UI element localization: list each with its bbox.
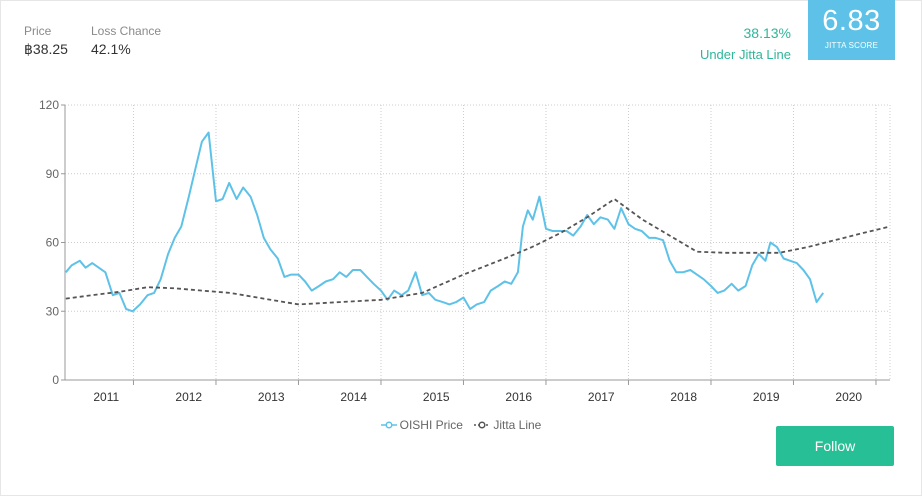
x-tick-label: 2018 [670,390,697,404]
chart-tick-labels: 0 30 60 90 120 2011 2012 2013 2014 2015 2016 2017 20… [39,98,862,404]
x-tick-label: 2011 [93,390,119,404]
y-tick-label: 60 [46,236,60,250]
jitta-series-line [65,197,891,306]
chart-series [65,131,891,313]
price-stat: Price ฿38.25 [24,24,68,58]
y-tick-label: 90 [46,167,60,181]
dashed-line-marker-icon [474,421,491,429]
jitta-line-deviation: 38.13% Under Jitta Line [700,25,791,62]
loss-chance-label: Loss Chance [91,24,162,38]
x-tick-label: 2017 [588,390,615,404]
y-tick-label: 0 [52,373,59,387]
legend-price-label: OISHI Price [399,418,463,432]
jitta-score-value: 6.83 [822,5,881,37]
follow-button[interactable]: Follow [776,426,894,466]
x-tick-label: 2019 [753,390,780,404]
legend-jitta-label: Jitta Line [493,418,542,432]
deviation-percent: 38.13% [743,25,791,41]
jitta-score-caption: JITTA SCORE [824,41,879,50]
legend-item-price[interactable]: OISHI Price [380,418,463,432]
line-marker-icon [380,421,397,429]
y-tick-label: 120 [39,98,59,112]
x-tick-label: 2014 [340,390,367,404]
y-tick-label: 30 [46,304,60,318]
price-series-line [65,131,825,313]
chart-legend: OISHI Price Jitta Line [0,418,922,432]
loss-chance-stat: Loss Chance 42.1% [91,24,161,57]
x-tick-label: 2016 [505,390,532,404]
x-tick-label: 2012 [175,390,202,404]
legend-item-jitta[interactable]: Jitta Line [474,418,541,432]
x-tick-label: 2015 [423,390,450,404]
deviation-text: Under Jitta Line [699,47,791,62]
price-value: ฿38.25 [24,41,68,57]
x-tick-label: 2020 [835,390,862,404]
chart-grid [65,104,891,380]
x-tick-label: 2013 [258,390,285,404]
loss-chance-value: 42.1% [91,41,131,57]
jitta-score-badge: 6.83 JITTA SCORE [808,0,895,60]
price-label: Price [24,24,52,38]
chart-axes [61,104,890,385]
